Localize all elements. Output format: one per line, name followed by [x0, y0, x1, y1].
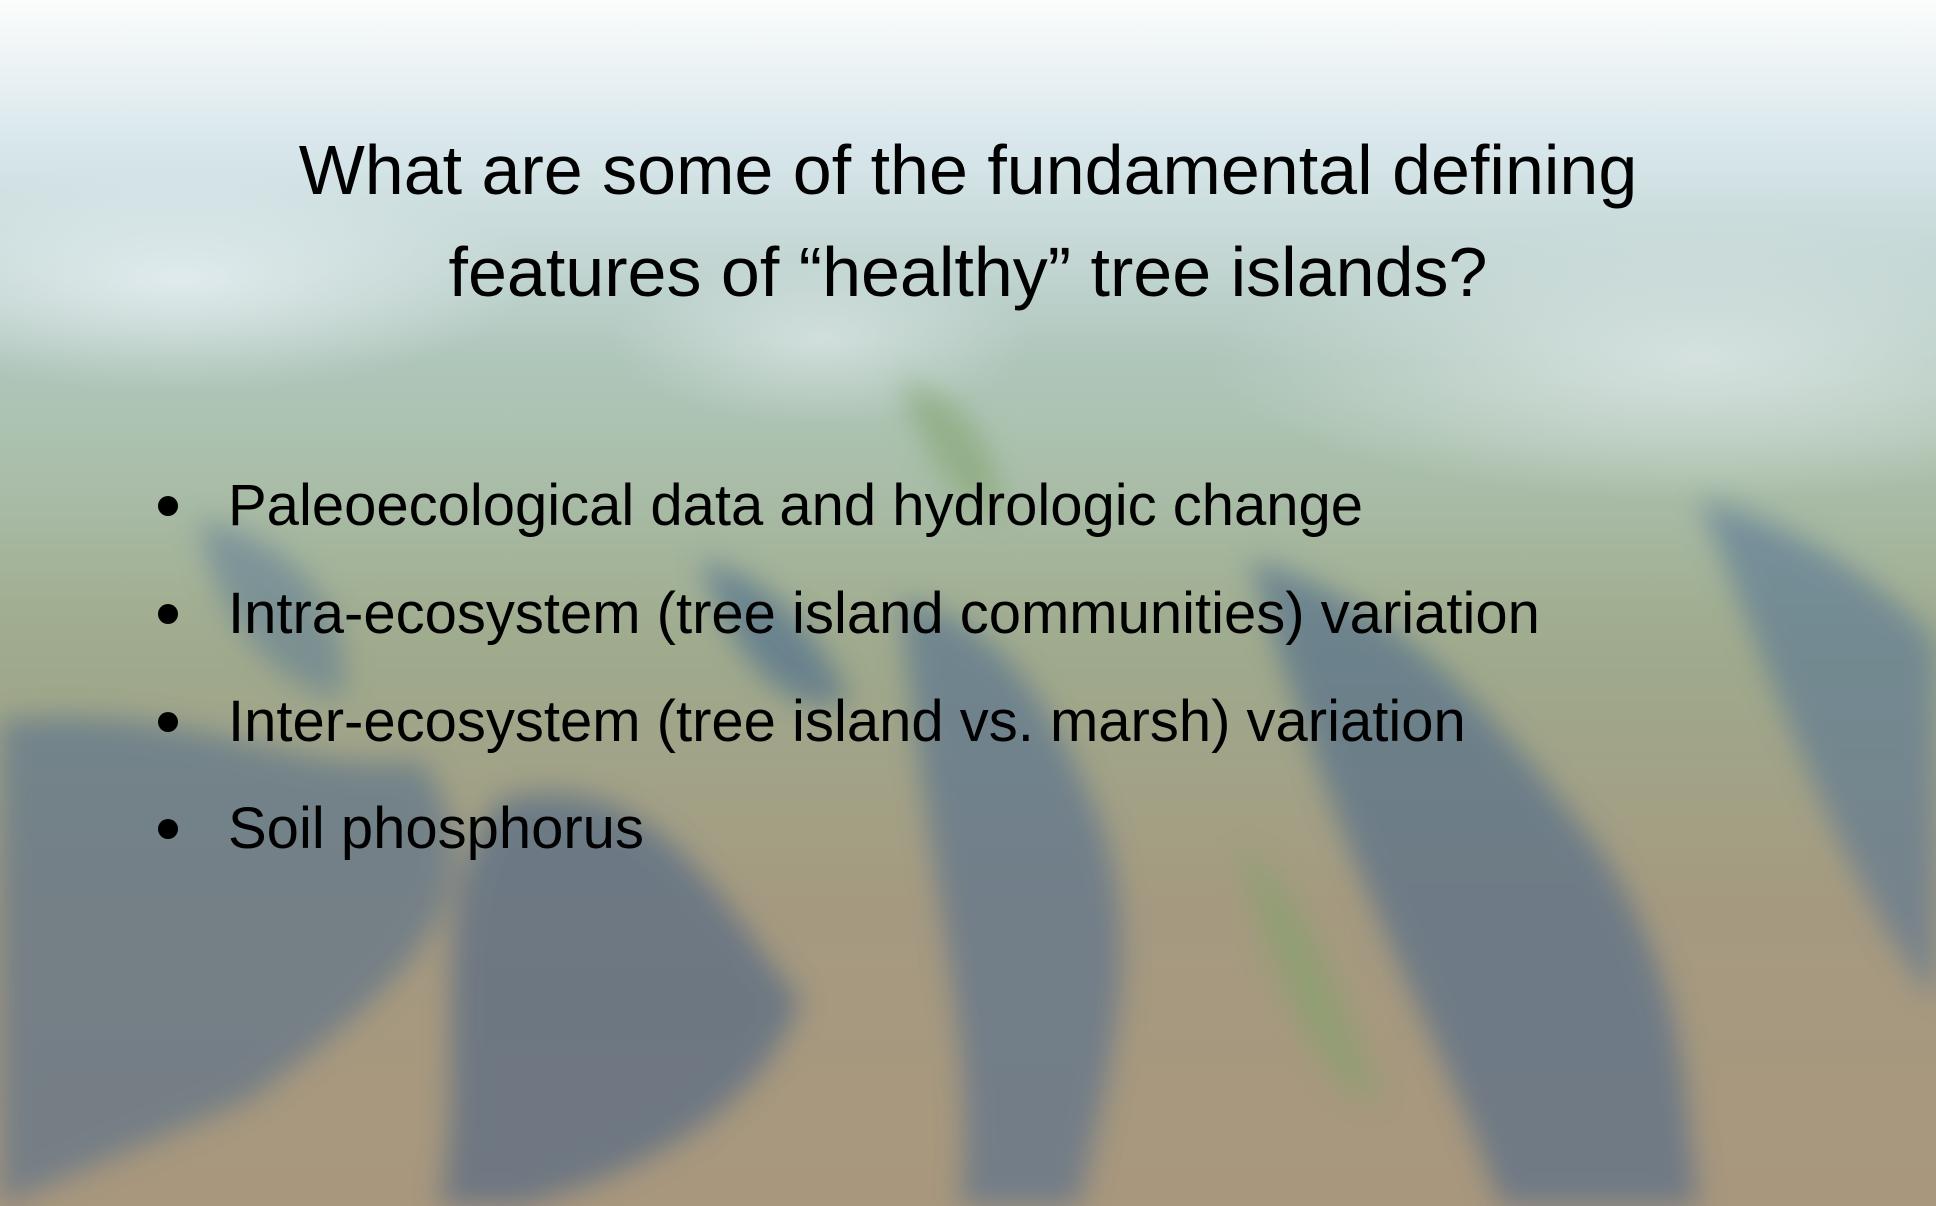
bullet-dot [158, 604, 178, 624]
bullet-text: Soil phosphorus [228, 789, 644, 869]
title-line: features of “healthy” tree islands? [0, 232, 1936, 312]
bullet-text: Paleoecological data and hydrologic chan… [228, 466, 1363, 546]
bullet-dot [158, 496, 178, 516]
bullet-item: Intra-ecosystem (tree island communities… [0, 574, 1936, 654]
title-line: What are some of the fundamental definin… [0, 130, 1936, 210]
bullet-text: Intra-ecosystem (tree island communities… [228, 574, 1540, 654]
bullet-item: Paleoecological data and hydrologic chan… [0, 466, 1936, 546]
bullet-dot [158, 712, 178, 732]
bullet-item: Inter-ecosystem (tree island vs. marsh) … [0, 682, 1936, 762]
bullet-dot [158, 819, 178, 839]
page: What are some of the fundamental definin… [0, 0, 1936, 1206]
bullet-text: Inter-ecosystem (tree island vs. marsh) … [228, 682, 1466, 762]
bullet-item: Soil phosphorus [0, 789, 1936, 869]
slide: What are some of the fundamental definin… [0, 0, 1936, 1206]
